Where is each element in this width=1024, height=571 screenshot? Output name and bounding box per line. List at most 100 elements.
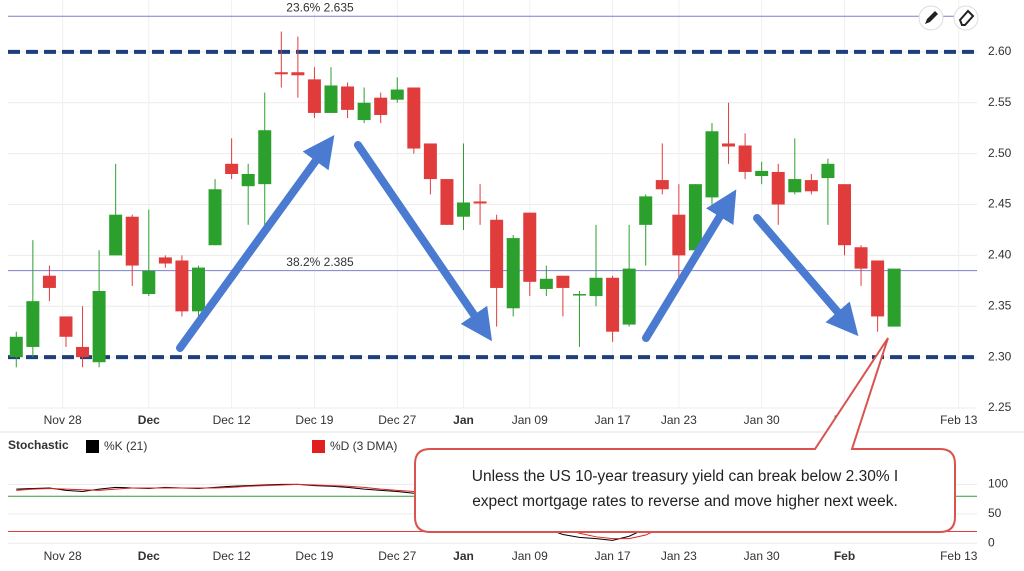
- legend-label: %D (3 DMA): [330, 439, 397, 453]
- candle-body: [606, 277, 620, 332]
- y-tick-label: 50: [988, 506, 1002, 520]
- candle-body: [655, 180, 669, 190]
- candle-body: [374, 97, 388, 115]
- candle-body: [589, 277, 603, 297]
- candle-body: [390, 89, 404, 100]
- candle-body: [208, 189, 222, 246]
- candle-body: [672, 214, 686, 256]
- x-tick-label: Jan 09: [512, 413, 548, 427]
- trend-arrows: [176, 135, 859, 352]
- candle-body: [572, 294, 586, 296]
- candle-body: [887, 268, 901, 327]
- x-tick-label: Jan 17: [595, 413, 631, 427]
- x-tick-label: Feb: [834, 549, 855, 563]
- y-tick-label: 2.45: [988, 197, 1012, 211]
- candle-body: [506, 238, 520, 309]
- x-tick-label: Jan 23: [661, 413, 697, 427]
- candle-body: [125, 216, 139, 266]
- x-tick-label: Dec 19: [295, 413, 333, 427]
- candle-body: [26, 301, 40, 347]
- candle-body: [291, 72, 305, 76]
- y-tick-label: 2.35: [988, 298, 1012, 312]
- toolbar: [918, 5, 979, 31]
- candle-body: [440, 179, 454, 225]
- candle-body: [688, 184, 702, 251]
- candle-body: [59, 316, 73, 337]
- candle-body: [357, 102, 371, 121]
- legend-label: %K (21): [104, 439, 147, 453]
- candle-body: [241, 173, 255, 187]
- candle-body: [423, 143, 437, 180]
- x-tick-label: Feb 13: [940, 413, 978, 427]
- candle-body: [804, 180, 818, 192]
- y-tick-label: 2.60: [988, 44, 1012, 58]
- plot-background: [8, 0, 977, 408]
- candle-body: [407, 87, 421, 149]
- arrow: [753, 214, 859, 337]
- pencil-icon: [925, 11, 938, 24]
- candle-body: [837, 184, 851, 246]
- x-tick-label: Jan: [453, 413, 474, 427]
- candle-body: [92, 290, 106, 363]
- candle-body: [142, 270, 156, 295]
- candle-body: [457, 202, 471, 217]
- y-tick-label: 100: [988, 477, 1008, 491]
- candle-body: [523, 212, 537, 282]
- x-tick-label: Jan 30: [744, 413, 780, 427]
- legend-swatch: [312, 440, 325, 453]
- candle-body: [755, 170, 769, 177]
- candle-body: [473, 201, 487, 204]
- candle-body: [738, 145, 752, 172]
- candle-body: [705, 131, 719, 198]
- y-tick-label: 2.25: [988, 400, 1012, 414]
- callout: Unless the US 10-year treasury yield can…: [414, 337, 956, 533]
- y-tick-label: 2.55: [988, 95, 1012, 109]
- callout-text: Unless the US 10-year treasury yield can…: [472, 468, 898, 510]
- x-tick-label: Dec 27: [378, 549, 416, 563]
- candle-body: [9, 336, 23, 358]
- candle-body: [722, 143, 736, 147]
- candle-body: [556, 275, 570, 288]
- x-tick-label: Feb 13: [940, 549, 978, 563]
- candle-body: [771, 171, 785, 205]
- candle-body: [639, 196, 653, 225]
- eraser-icon: [958, 9, 975, 26]
- panel-title: Stochastic: [8, 438, 69, 452]
- x-tick-label: Dec 19: [295, 549, 333, 563]
- y-tick-label: 2.50: [988, 146, 1012, 160]
- candle-body: [324, 85, 338, 113]
- candle-body: [307, 79, 321, 113]
- x-tick-label: Jan 30: [744, 549, 780, 563]
- candle-body: [76, 346, 90, 358]
- candle-body: [191, 267, 205, 312]
- candle-body: [622, 268, 636, 325]
- candle-body: [871, 260, 885, 317]
- candle-body: [175, 260, 189, 312]
- candle-body: [225, 163, 239, 174]
- y-tick-label: 0: [988, 535, 995, 549]
- candle-body: [854, 247, 868, 269]
- x-tick-label: Dec: [138, 549, 160, 563]
- x-tick-label: Jan: [453, 549, 474, 563]
- arrow: [354, 141, 493, 342]
- arrow: [642, 189, 737, 342]
- y-tick-label: 2.30: [988, 349, 1012, 363]
- candle-body: [258, 130, 272, 185]
- fib-label: 23.6% 2.635: [286, 0, 354, 14]
- callout-box: [414, 337, 956, 533]
- x-tick-label: Nov 28: [44, 549, 82, 563]
- x-tick-label: Dec 27: [378, 413, 416, 427]
- eraser-button[interactable]: [953, 5, 979, 31]
- candle-body: [788, 179, 802, 193]
- y-tick-label: 2.40: [988, 248, 1012, 262]
- candle-body: [158, 257, 172, 264]
- candle-body: [274, 72, 288, 75]
- x-tick-label: Dec 12: [213, 549, 251, 563]
- x-tick-label: Jan 23: [661, 549, 697, 563]
- candle-body: [821, 163, 835, 179]
- arrow: [176, 135, 335, 352]
- candle-body: [341, 86, 355, 110]
- candle-body: [539, 278, 553, 289]
- x-tick-label: Nov 28: [44, 413, 82, 427]
